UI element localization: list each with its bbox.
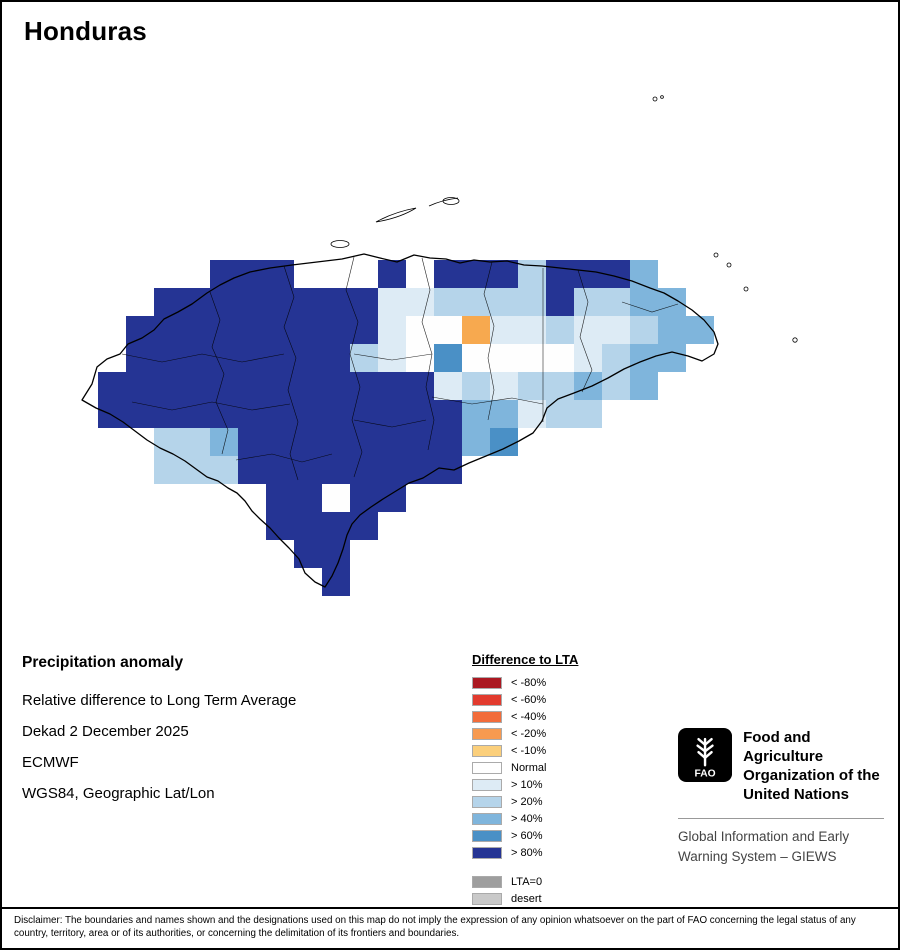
- legend-swatch: [472, 830, 502, 842]
- legend-swatch: [472, 762, 502, 774]
- map-canvas: [81, 95, 798, 596]
- legend-swatch: [472, 728, 502, 740]
- country-outline: [81, 253, 719, 588]
- legend-label: desert: [511, 893, 542, 905]
- legend-label: < -40%: [511, 711, 547, 723]
- legend-item: < -40%: [472, 709, 642, 725]
- info-heading: Precipitation anomaly: [22, 654, 184, 671]
- legend-item: > 20%: [472, 794, 642, 810]
- legend-label: > 20%: [511, 796, 543, 808]
- legend-item: > 10%: [472, 777, 642, 793]
- org-subtitle-line: Global Information and Early: [678, 829, 850, 844]
- legend: Difference to LTA < -80% < -60% < -40% <…: [472, 652, 642, 908]
- org-block: FAO Food and Agriculture Organization of…: [678, 726, 884, 867]
- disclaimer-text: Disclaimer: The boundaries and names sho…: [14, 914, 856, 940]
- legend-label: > 60%: [511, 830, 543, 842]
- org-name: Food and Agriculture Organization of the…: [743, 726, 884, 804]
- org-name-line: United Nations: [743, 786, 849, 803]
- legend-swatch: [472, 779, 502, 791]
- legend-swatch: [472, 677, 502, 689]
- info-block: Precipitation anomaly Relative differenc…: [22, 654, 296, 816]
- legend-item: < -10%: [472, 743, 642, 759]
- legend-item: > 80%: [472, 845, 642, 861]
- legend-swatch: [472, 893, 502, 905]
- legend-item: < -60%: [472, 692, 642, 708]
- org-name-line: Food and Agriculture: [743, 729, 824, 765]
- legend-swatch: [472, 796, 502, 808]
- legend-item: > 40%: [472, 811, 642, 827]
- legend-swatch: [472, 711, 502, 723]
- legend-swatch: [472, 694, 502, 706]
- precipitation-grid: [98, 260, 714, 596]
- org-name-line: Organization of the: [743, 767, 880, 784]
- org-divider: [678, 818, 884, 819]
- legend-swatch: [472, 847, 502, 859]
- islands: [330, 95, 798, 343]
- legend-label: LTA=0: [511, 876, 543, 888]
- legend-label: < -60%: [511, 694, 547, 706]
- fao-logo: FAO: [678, 727, 733, 783]
- legend-label: Normal: [511, 762, 547, 774]
- legend-swatch: [472, 813, 502, 825]
- info-line: Relative difference to Long Term Average: [22, 692, 297, 709]
- legend-label: < -80%: [511, 677, 547, 689]
- info-line: ECMWF: [22, 754, 79, 771]
- legend-label: < -10%: [511, 745, 547, 757]
- legend-gap: [472, 862, 642, 874]
- legend-title: Difference to LTA: [472, 652, 579, 667]
- info-line: WGS84, Geographic Lat/Lon: [22, 785, 215, 802]
- org-subtitle-line: Warning System – GIEWS: [678, 849, 837, 864]
- legend-label: > 40%: [511, 813, 543, 825]
- department-boundaries: [121, 256, 679, 481]
- legend-label: < -20%: [511, 728, 547, 740]
- org-subtitle: Global Information and Early Warning Sys…: [678, 827, 884, 867]
- legend-label: > 80%: [511, 847, 543, 859]
- fao-logo-text: FAO: [695, 768, 716, 779]
- legend-swatch: [472, 745, 502, 757]
- info-line: Dekad 2 December 2025: [22, 723, 189, 740]
- legend-item: < -80%: [472, 675, 642, 691]
- disclaimer: Disclaimer: The boundaries and names sho…: [2, 906, 898, 948]
- legend-item: Normal: [472, 760, 642, 776]
- legend-item: < -20%: [472, 726, 642, 742]
- legend-item: > 60%: [472, 828, 642, 844]
- legend-label: > 10%: [511, 779, 543, 791]
- legend-swatch: [472, 876, 502, 888]
- page-title: Honduras: [24, 16, 147, 46]
- legend-item: desert: [472, 891, 642, 907]
- legend-item: LTA=0: [472, 874, 642, 890]
